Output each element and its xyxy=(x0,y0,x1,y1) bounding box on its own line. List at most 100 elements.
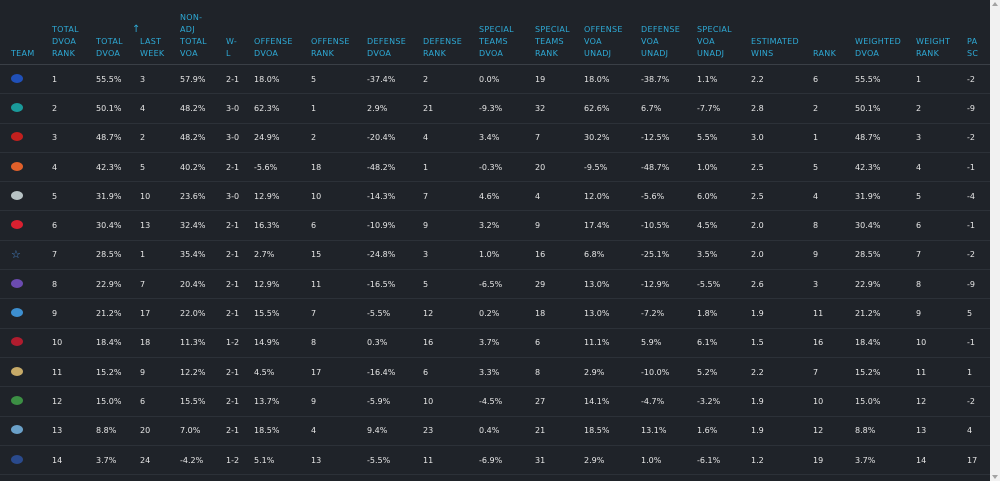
vertical-scrollbar[interactable] xyxy=(990,0,1000,481)
table-row[interactable]: 12 15.0% 6 15.5% 2-1 13.7% 9 -5.9% 10 -4.5% 27 14.1… xyxy=(0,386,990,417)
team-cell[interactable] xyxy=(0,269,52,299)
table-cell: 15 xyxy=(52,474,96,481)
table-cell: 5.2% xyxy=(697,356,751,387)
table-row[interactable]: 13 8.8% 20 7.0% 2-1 18.5% 4 9.4% 23 0.4% 21 18.5% 13… xyxy=(0,415,990,446)
table-cell: 5 xyxy=(52,181,96,211)
column-header[interactable]: TEAM xyxy=(0,0,52,65)
table-row[interactable]: 9 21.2% 17 22.0% 2-1 15.5% 7 -5.5% 12 0.2% 18 13.0%… xyxy=(0,298,990,329)
table-row[interactable]: 1 55.5% 3 57.9% 2-1 18.0% 5 -37.4% 2 0.0% 19 18.0% -… xyxy=(0,63,990,94)
team-cell[interactable] xyxy=(0,444,52,475)
table-cell: 2.2 xyxy=(751,356,813,387)
column-header[interactable]: LAST WEEK xyxy=(140,0,180,65)
table-row[interactable]: 4 42.3% 5 40.2% 2-1 -5.6% 18 -48.2% 1 -0.3% 20 -9.5… xyxy=(0,151,990,182)
table-cell: 27 xyxy=(535,386,584,417)
column-header-label: PA xyxy=(967,37,978,46)
team-cell[interactable] xyxy=(0,151,52,182)
scroll-down-arrow-icon[interactable] xyxy=(992,475,998,479)
table-cell: 32.4% xyxy=(180,210,226,241)
table-cell: 6 xyxy=(140,386,180,417)
team-cell[interactable] xyxy=(0,356,52,387)
column-header[interactable]: OFFENSE DVOA xyxy=(254,0,311,65)
column-header-label: OFFENSE xyxy=(311,37,350,46)
eagles-logo-icon[interactable] xyxy=(11,190,23,200)
packers-logo-icon[interactable] xyxy=(11,395,23,405)
column-header[interactable]: DEFENSE VOA UNADJ xyxy=(641,0,697,65)
table-cell: 57.9% xyxy=(180,63,226,94)
column-header-label: DVOA xyxy=(367,49,392,58)
table-cell: -2 xyxy=(967,239,990,270)
table-row[interactable]: 6 30.4% 13 32.4% 2-1 16.3% 6 -10.9% 9 3.2% 9 17.4% -… xyxy=(0,210,990,241)
team-cell[interactable] xyxy=(0,298,52,329)
table-cell: 6 xyxy=(311,210,367,241)
table-row[interactable]: 150.1%151.9%2-18.2%215.1%133.2%107.2%4.2… xyxy=(0,474,990,481)
table-cell: -5.5% xyxy=(367,298,423,329)
team-cell[interactable] xyxy=(0,93,52,124)
table-cell: 1 xyxy=(140,239,180,270)
column-header[interactable]: OFFENSE RANK xyxy=(311,0,367,65)
patriots-logo-icon[interactable] xyxy=(11,454,23,464)
column-header[interactable]: SPECIAL TEAMS RANK xyxy=(535,0,584,65)
table-cell: -10.0% xyxy=(641,356,697,387)
sort-arrow-up-icon[interactable]: ↑ xyxy=(132,24,141,35)
table-cell: 12.9% xyxy=(254,181,311,211)
team-cell[interactable] xyxy=(0,181,52,211)
column-header[interactable]: NON- ADJ TOTAL VOA xyxy=(180,0,226,65)
table-row[interactable]: 5 31.9% 10 23.6% 3-0 12.9% 10 -14.3% 7 4.6% 4 12.0%… xyxy=(0,181,990,211)
table-row[interactable]: 14 3.7% 24 -4.2% 1-2 5.1% 13 -5.5% 11 -6.9% 31 2.9%… xyxy=(0,444,990,475)
lions-logo-icon[interactable] xyxy=(11,308,23,318)
table-cell: 10 xyxy=(813,386,855,417)
table-cell: 21 xyxy=(423,93,479,124)
table-row[interactable]: 728.5%135.4%2-12.7%15-24.8%31.0%166.8%-2… xyxy=(0,239,990,270)
column-header[interactable]: W- L xyxy=(226,0,254,65)
table-row[interactable]: 8 22.9% 7 20.4% 2-1 12.9% 11 -16.5% 5 -6.5% 29 13.0… xyxy=(0,269,990,299)
cowboys-star-icon[interactable] xyxy=(11,250,21,260)
column-header[interactable]: DEFENSE DVOA xyxy=(367,0,423,65)
ravens-logo-icon[interactable] xyxy=(11,278,23,288)
bills-logo-icon[interactable] xyxy=(11,73,23,83)
column-header[interactable]: ESTIMATED WINS xyxy=(751,0,813,65)
column-header[interactable]: OFFENSE VOA UNADJ xyxy=(584,0,641,65)
team-cell[interactable] xyxy=(0,63,52,94)
column-header[interactable]: TOTAL DVOA RANK ↑ xyxy=(52,0,140,65)
team-cell[interactable] xyxy=(0,327,52,358)
column-header[interactable]: PA SC xyxy=(967,0,990,65)
table-row[interactable]: 2 50.1% 4 48.2% 3-0 62.3% 1 2.9% 21 -9.3% 32 62.6% 6… xyxy=(0,93,990,124)
table-cell: 13.1% xyxy=(641,415,697,446)
table-row[interactable]: 3 48.7% 2 48.2% 3-0 24.9% 2 -20.4% 4 3.4% 7 30.2% -1… xyxy=(0,122,990,153)
team-cell[interactable] xyxy=(0,210,52,241)
column-header[interactable]: SPECIAL VOA UNADJ xyxy=(697,0,751,65)
table-row[interactable]: 10 18.4% 18 11.3% 1-2 14.9% 8 0.3% 16 3.7% 6 11.1% 5… xyxy=(0,327,990,358)
49ers-logo-icon[interactable] xyxy=(11,132,23,142)
browns-logo-icon[interactable] xyxy=(11,161,23,171)
dolphins-logo-icon[interactable] xyxy=(11,102,23,112)
saints-logo-icon[interactable] xyxy=(11,366,23,376)
table-cell: 8.8% xyxy=(855,415,916,446)
column-header[interactable]: WEIGHTED DVOA xyxy=(855,0,916,65)
team-cell[interactable] xyxy=(0,239,52,270)
column-header[interactable]: TOTAL DVOA xyxy=(96,0,140,65)
table-cell: 1.0% xyxy=(641,444,697,475)
team-cell[interactable] xyxy=(0,122,52,153)
column-header[interactable]: DEFENSE RANK xyxy=(423,0,479,65)
cardinals-logo-icon[interactable] xyxy=(11,337,23,347)
table-cell: 15.0% xyxy=(855,386,916,417)
table-cell: 9 xyxy=(140,356,180,387)
table-cell: -1 xyxy=(967,210,990,241)
column-header[interactable]: SPECIAL TEAMS DVOA xyxy=(479,0,535,65)
scroll-up-arrow-icon[interactable] xyxy=(992,2,998,6)
table-cell: 18.4% xyxy=(96,327,140,358)
table-row[interactable]: 11 15.2% 9 12.2% 2-1 4.5% 17 -16.4% 6 3.3% 8 2.9% -1… xyxy=(0,356,990,387)
column-header[interactable]: WEIGHT RANK xyxy=(916,0,967,65)
table-cell: 3.7% xyxy=(855,444,916,475)
table-cell: 4 xyxy=(967,415,990,446)
team-cell[interactable] xyxy=(0,415,52,446)
column-header[interactable]: RANK xyxy=(813,0,855,65)
chiefs-logo-icon[interactable] xyxy=(11,220,23,230)
team-cell[interactable] xyxy=(0,386,52,417)
table-cell: 48.2% xyxy=(180,122,226,153)
seahawks-logo-icon[interactable] xyxy=(11,425,23,435)
team-cell[interactable] xyxy=(0,474,52,481)
column-header-label: SPECIAL xyxy=(697,25,732,34)
table-cell: -4 xyxy=(967,181,990,211)
